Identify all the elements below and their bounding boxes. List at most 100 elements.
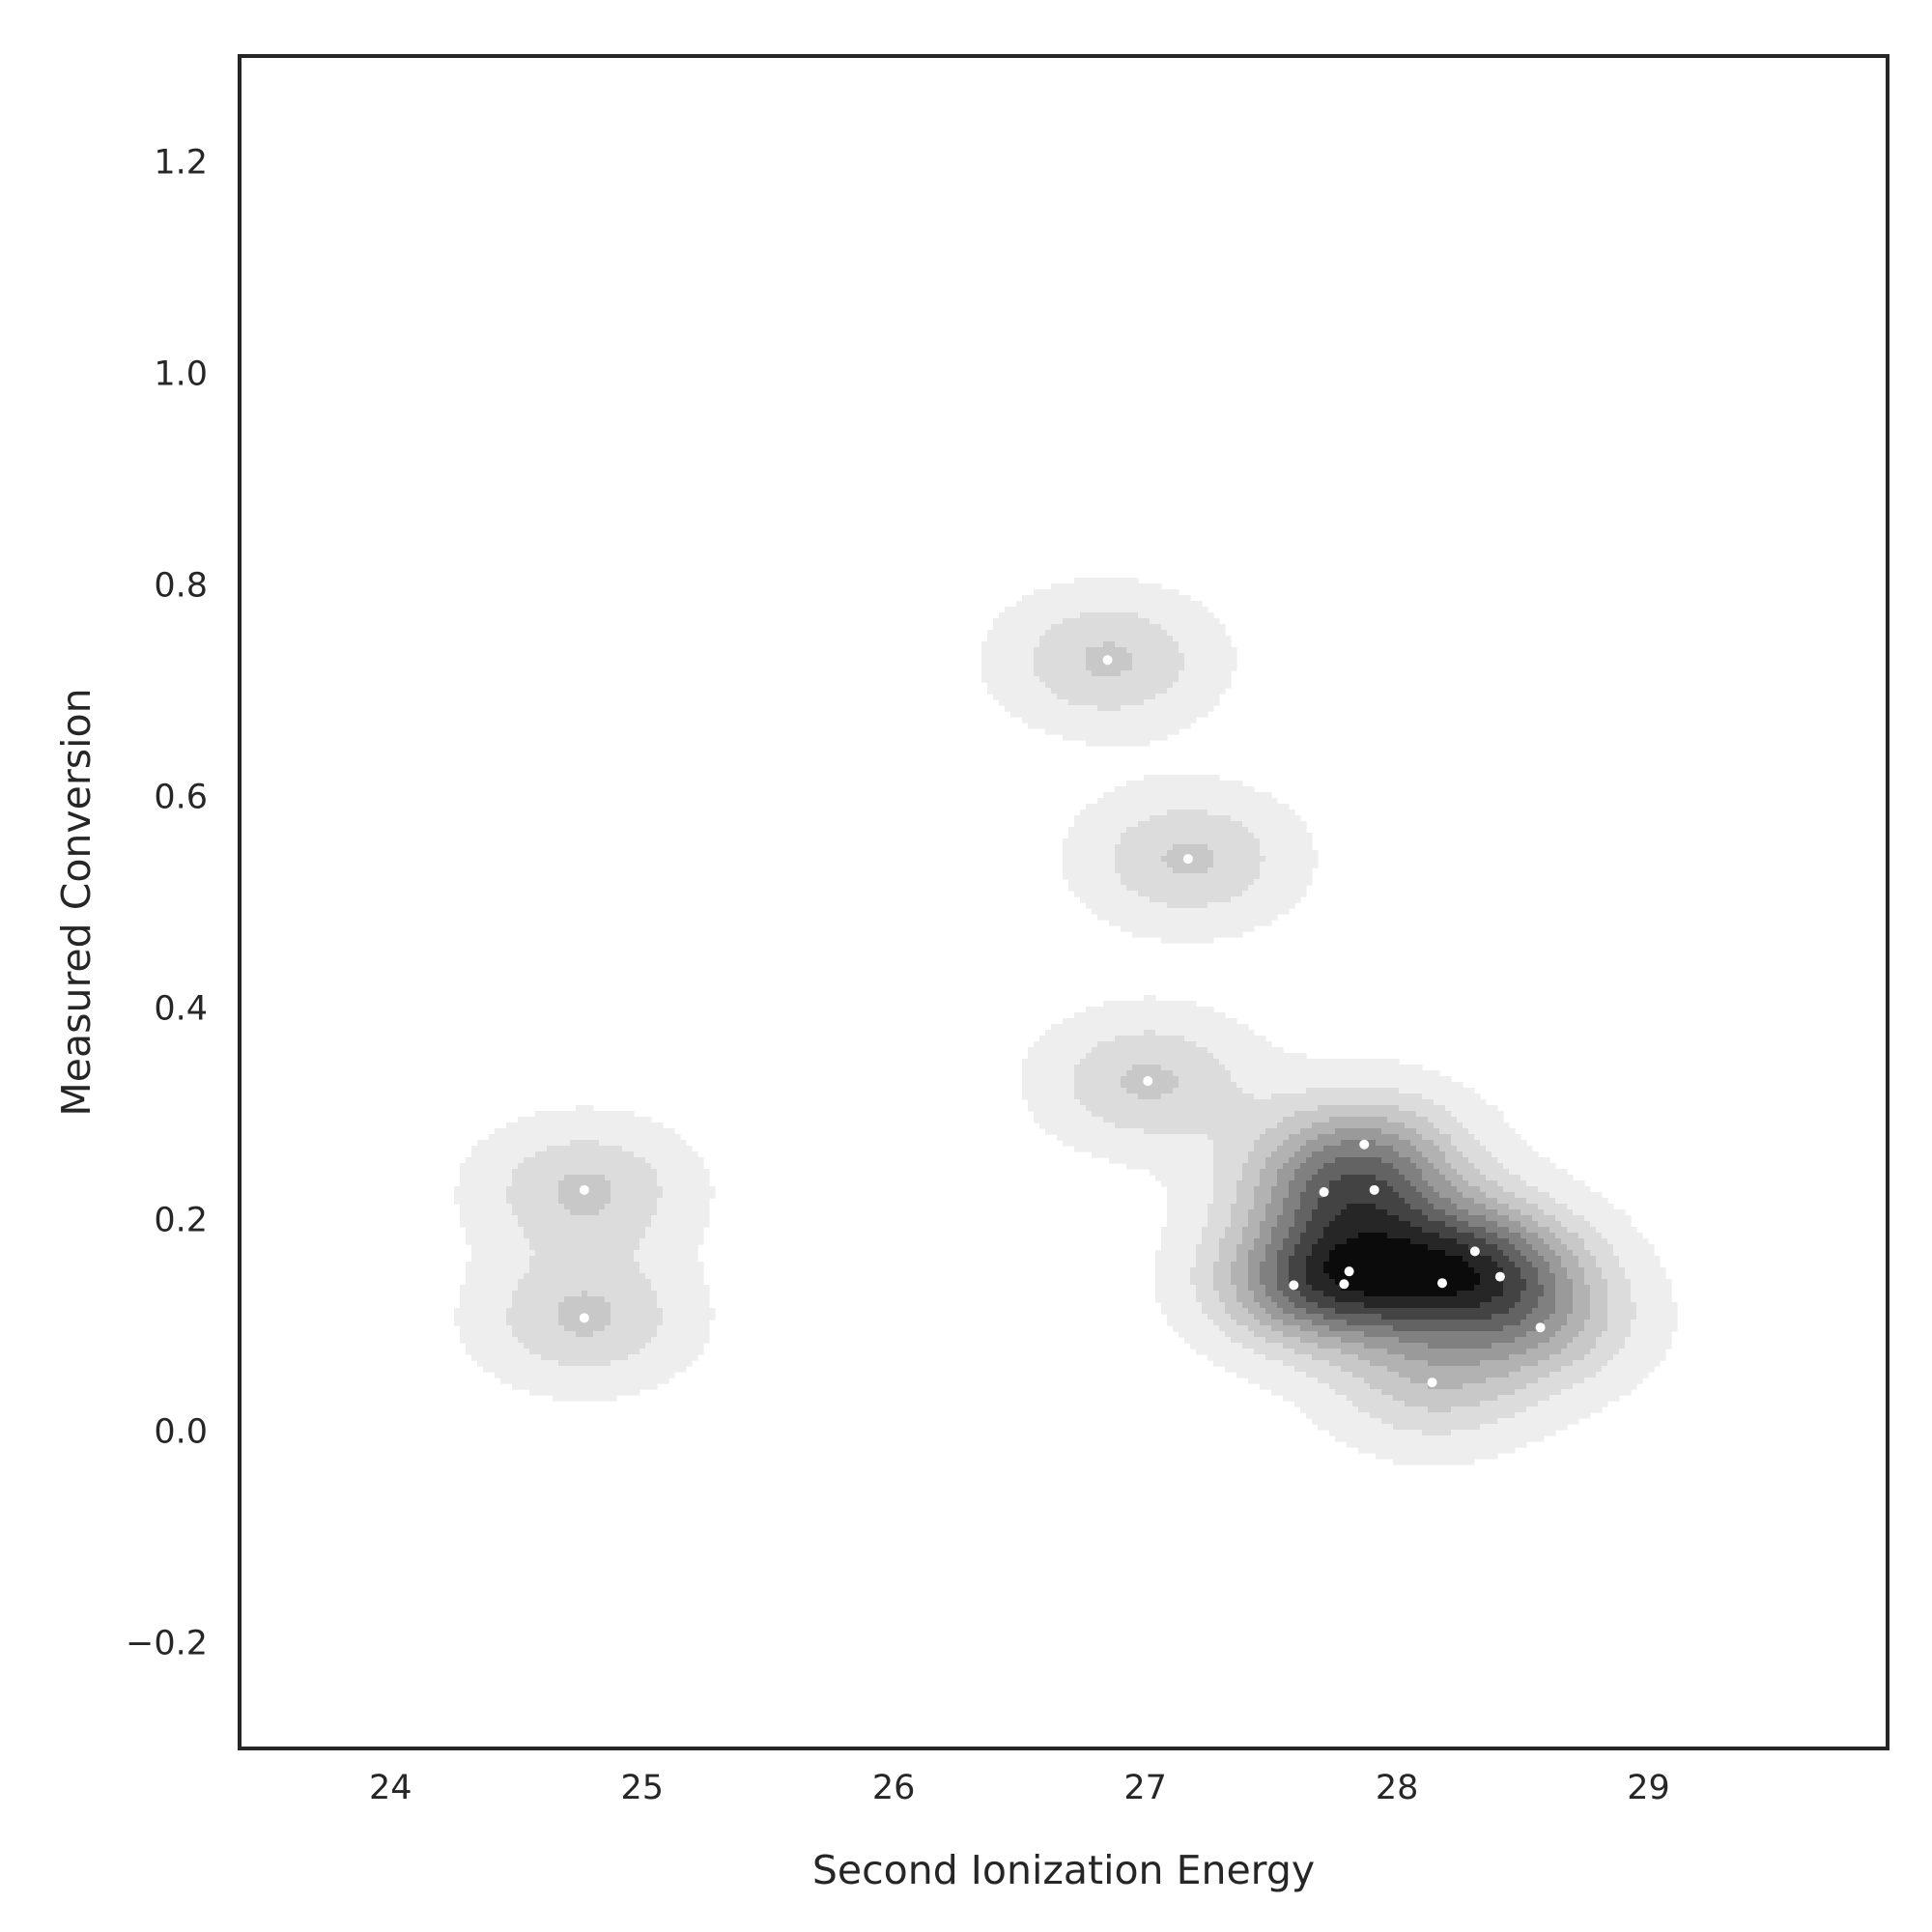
density-band — [1208, 1314, 1232, 1321]
density-band — [1225, 1366, 1295, 1373]
density-band — [1358, 1406, 1429, 1413]
density-band — [1236, 1285, 1249, 1292]
density-band — [495, 1372, 675, 1378]
density-band — [1132, 665, 1185, 671]
density-band — [1219, 1256, 1237, 1263]
density-band — [1549, 1192, 1603, 1199]
density-band — [1387, 1180, 1411, 1187]
density-band — [1318, 1204, 1348, 1210]
density-band — [1399, 1169, 1423, 1176]
density-band — [1590, 1221, 1632, 1228]
density-band — [1271, 1094, 1423, 1100]
density-band — [1092, 1047, 1208, 1054]
density-band — [1074, 1070, 1127, 1077]
density-band — [1260, 1221, 1278, 1228]
y-tick-label: 1.0 — [154, 355, 208, 394]
density-band — [1039, 636, 1174, 642]
density-band — [1503, 1279, 1527, 1286]
density-band — [1619, 1349, 1666, 1355]
density-band — [1242, 1233, 1261, 1239]
density-band — [1538, 1401, 1608, 1407]
density-band — [1520, 1250, 1539, 1257]
density-band — [1167, 1192, 1214, 1199]
density-band — [1231, 896, 1301, 903]
density-band — [1492, 1151, 1539, 1158]
density-band — [1573, 1209, 1626, 1216]
density-band — [1578, 1262, 1597, 1268]
density-band — [1051, 624, 1162, 631]
density-band — [1561, 1325, 1585, 1332]
density-band — [663, 1186, 716, 1193]
density-band — [1289, 1279, 1307, 1286]
density-band — [1544, 1320, 1568, 1326]
density-band — [1248, 1215, 1266, 1222]
density-band — [1219, 1296, 1237, 1303]
density-band — [1161, 1065, 1226, 1071]
density-band — [1213, 1163, 1243, 1170]
density-band — [1213, 1320, 1237, 1326]
density-band — [1596, 1337, 1626, 1344]
density-band — [1376, 1175, 1406, 1181]
density-band — [1248, 1209, 1266, 1216]
density-band — [570, 1140, 600, 1147]
density-band — [1555, 1302, 1574, 1309]
y-axis-label: Measured Conversion — [53, 688, 99, 1116]
density-band — [1132, 931, 1243, 938]
density-band — [1167, 810, 1208, 816]
density-band — [1155, 1030, 1255, 1037]
density-band — [1126, 1088, 1174, 1094]
density-band — [1532, 1262, 1550, 1268]
density-band — [1416, 1128, 1440, 1135]
density-band — [1300, 1146, 1324, 1152]
density-band — [1150, 618, 1220, 625]
density-band — [1173, 682, 1232, 689]
density-band — [1190, 1273, 1214, 1280]
density-band — [1213, 1279, 1232, 1286]
density-band — [1115, 786, 1255, 793]
density-band — [1277, 1175, 1295, 1181]
density-band — [529, 1238, 640, 1245]
density-band — [1196, 1296, 1220, 1303]
density-band — [1538, 1221, 1562, 1228]
density-band — [1034, 670, 1093, 677]
density-band — [1306, 1180, 1330, 1187]
density-band — [1161, 624, 1226, 631]
density-band — [1480, 1250, 1504, 1257]
density-band — [1277, 1180, 1290, 1187]
density-band — [1607, 1291, 1632, 1297]
density-band — [1370, 1383, 1429, 1390]
density-band — [1573, 1296, 1591, 1303]
density-band — [1115, 1036, 1185, 1042]
density-band — [1520, 1221, 1539, 1228]
density-band — [1492, 1296, 1521, 1303]
density-band — [1312, 1354, 1359, 1361]
density-band — [611, 1198, 658, 1205]
density-band — [1590, 1291, 1608, 1297]
density-band — [1260, 1169, 1278, 1176]
data-point — [579, 1184, 589, 1195]
density-band — [611, 1308, 664, 1315]
density-band — [1347, 1395, 1394, 1402]
density-band — [1271, 1238, 1284, 1245]
density-band — [466, 1262, 530, 1268]
density-band — [1341, 1175, 1377, 1181]
density-band — [1538, 1378, 1585, 1384]
density-band — [1538, 1250, 1556, 1257]
density-band — [1486, 1175, 1521, 1181]
density-band — [1399, 1134, 1423, 1141]
density-band — [1161, 1233, 1203, 1239]
density-band — [1520, 1267, 1539, 1274]
density-band — [1636, 1314, 1678, 1321]
density-band — [1242, 1227, 1261, 1234]
density-band — [1265, 1250, 1278, 1257]
density-band — [1074, 1088, 1127, 1094]
density-band — [1399, 1192, 1423, 1199]
density-band — [1161, 1308, 1203, 1315]
density-band — [1271, 1198, 1284, 1205]
density-band — [1028, 1047, 1093, 1054]
density-band — [1277, 1285, 1295, 1292]
density-band — [1312, 1122, 1406, 1129]
density-band — [1236, 1372, 1307, 1378]
density-band — [1155, 1291, 1197, 1297]
